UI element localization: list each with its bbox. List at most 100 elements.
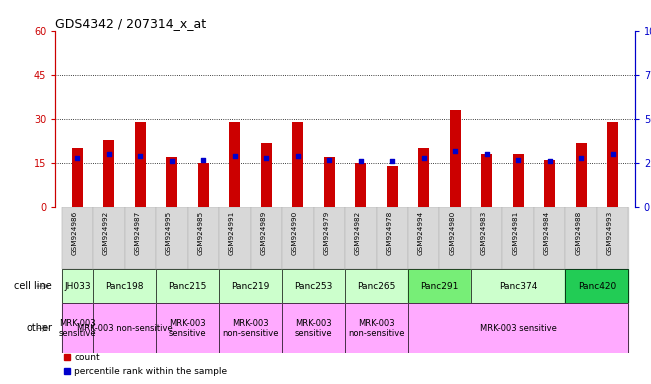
- Bar: [450, 110, 461, 207]
- Bar: [408, 303, 628, 353]
- Text: GSM924979: GSM924979: [324, 210, 329, 255]
- Text: MRK-003 sensitive: MRK-003 sensitive: [480, 324, 557, 333]
- Bar: [282, 207, 314, 269]
- Point: [450, 148, 460, 154]
- Text: GSM924985: GSM924985: [197, 210, 203, 255]
- Text: GSM924995: GSM924995: [166, 210, 172, 255]
- Point: [72, 155, 83, 161]
- Point: [135, 153, 146, 159]
- Bar: [62, 207, 93, 269]
- Bar: [503, 207, 534, 269]
- Text: Panc291: Panc291: [421, 281, 459, 291]
- Bar: [229, 122, 240, 207]
- Bar: [544, 160, 555, 207]
- Bar: [566, 207, 597, 269]
- Bar: [93, 207, 124, 269]
- Bar: [219, 303, 282, 353]
- Bar: [324, 157, 335, 207]
- Bar: [219, 269, 282, 303]
- Text: Panc374: Panc374: [499, 281, 538, 291]
- Bar: [167, 157, 177, 207]
- Bar: [376, 207, 408, 269]
- Bar: [93, 269, 156, 303]
- Point: [607, 151, 618, 157]
- Text: GSM924992: GSM924992: [103, 210, 109, 255]
- Bar: [513, 154, 523, 207]
- Bar: [439, 207, 471, 269]
- Bar: [282, 303, 345, 353]
- Bar: [219, 207, 251, 269]
- Bar: [93, 303, 156, 353]
- Bar: [439, 207, 471, 269]
- Text: Panc253: Panc253: [294, 281, 333, 291]
- Text: cell line: cell line: [14, 281, 52, 291]
- Bar: [408, 303, 628, 353]
- Point: [387, 158, 398, 164]
- Bar: [566, 269, 628, 303]
- Bar: [345, 207, 376, 269]
- Text: MRK-003
sensitive: MRK-003 sensitive: [59, 319, 96, 338]
- Text: JH033: JH033: [64, 281, 90, 291]
- Text: Panc265: Panc265: [357, 281, 396, 291]
- Text: Panc198: Panc198: [105, 281, 144, 291]
- Bar: [135, 122, 146, 207]
- Bar: [408, 269, 471, 303]
- Bar: [471, 207, 503, 269]
- Text: MRK-003 non-sensitive: MRK-003 non-sensitive: [77, 324, 173, 333]
- Bar: [282, 303, 345, 353]
- Bar: [471, 269, 566, 303]
- Bar: [187, 207, 219, 269]
- Bar: [62, 303, 93, 353]
- Bar: [345, 303, 408, 353]
- Bar: [93, 269, 156, 303]
- Bar: [156, 303, 219, 353]
- Bar: [314, 207, 345, 269]
- Point: [104, 151, 114, 157]
- Bar: [156, 207, 187, 269]
- Bar: [62, 303, 93, 353]
- Text: GSM924978: GSM924978: [386, 210, 393, 255]
- Bar: [575, 142, 587, 207]
- Bar: [104, 140, 115, 207]
- Bar: [219, 269, 282, 303]
- Point: [544, 158, 555, 164]
- Bar: [282, 269, 345, 303]
- Text: Panc219: Panc219: [231, 281, 270, 291]
- Bar: [376, 207, 408, 269]
- Text: GSM924980: GSM924980: [449, 210, 455, 255]
- Bar: [124, 207, 156, 269]
- Point: [261, 155, 271, 161]
- Point: [355, 158, 366, 164]
- Bar: [261, 142, 272, 207]
- Bar: [62, 269, 93, 303]
- Bar: [198, 163, 209, 207]
- Text: GSM924982: GSM924982: [355, 210, 361, 255]
- Point: [167, 158, 177, 164]
- Bar: [219, 303, 282, 353]
- Legend: count, percentile rank within the sample: count, percentile rank within the sample: [60, 350, 231, 379]
- Bar: [597, 207, 628, 269]
- Bar: [72, 149, 83, 207]
- Bar: [566, 269, 628, 303]
- Bar: [251, 207, 282, 269]
- Bar: [408, 207, 439, 269]
- Text: MRK-003
non-sensitive: MRK-003 non-sensitive: [348, 319, 405, 338]
- Bar: [471, 207, 503, 269]
- Text: GSM924994: GSM924994: [418, 210, 424, 255]
- Bar: [345, 303, 408, 353]
- Bar: [219, 207, 251, 269]
- Text: Panc420: Panc420: [578, 281, 616, 291]
- Point: [198, 157, 208, 163]
- Bar: [156, 269, 219, 303]
- Text: GSM924988: GSM924988: [575, 210, 581, 255]
- Bar: [503, 207, 534, 269]
- Point: [513, 157, 523, 163]
- Text: MRK-003
sensitive: MRK-003 sensitive: [295, 319, 333, 338]
- Bar: [292, 122, 303, 207]
- Bar: [418, 149, 429, 207]
- Text: GSM924986: GSM924986: [72, 210, 77, 255]
- Bar: [93, 207, 124, 269]
- Bar: [408, 207, 439, 269]
- Bar: [481, 154, 492, 207]
- Bar: [282, 269, 345, 303]
